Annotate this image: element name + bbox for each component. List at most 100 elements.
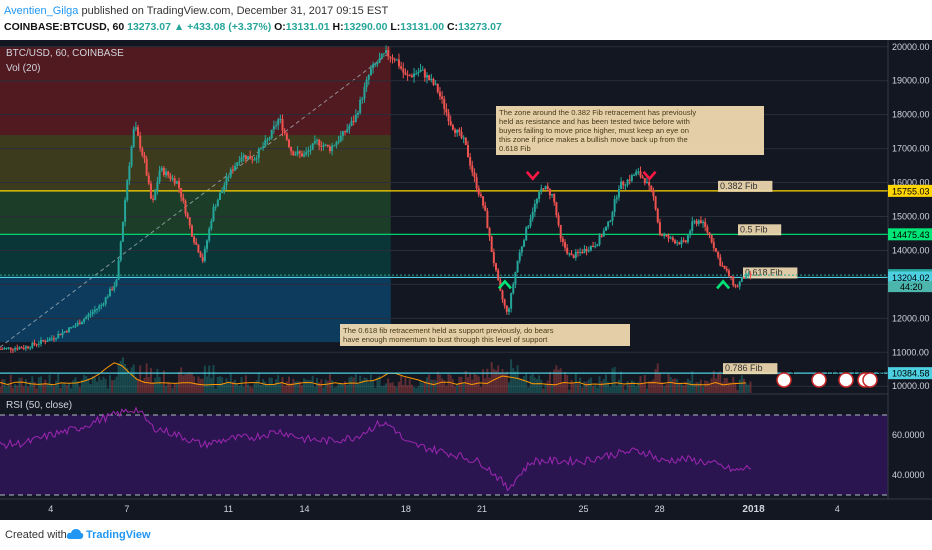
volume-bar: [359, 375, 362, 393]
event-flag-count: 15.3: [825, 368, 840, 377]
volume-bar: [686, 378, 689, 393]
volume-bar: [363, 377, 366, 393]
fib-trend-line: [0, 51, 392, 348]
candle-body: [628, 179, 631, 181]
candle-body: [454, 129, 457, 133]
volume-bar: [376, 377, 379, 393]
candle-body: [322, 145, 325, 147]
candle-body: [259, 147, 262, 149]
y-tick-label: 19000.00: [892, 76, 930, 86]
candle-body: [361, 98, 364, 100]
volume-bar: [175, 383, 178, 393]
volume-bar: [247, 384, 250, 393]
volume-bar: [14, 384, 17, 393]
volume-bar: [124, 364, 127, 393]
volume-bar: [104, 378, 107, 393]
volume-bar: [141, 380, 144, 393]
candle-body: [495, 263, 498, 270]
candle-body: [486, 210, 489, 228]
volume-bar: [132, 364, 135, 393]
volume-bar: [270, 377, 273, 393]
green-up-arrow-icon: [716, 279, 731, 290]
volume-bar: [50, 383, 53, 393]
volume-bar: [290, 383, 293, 393]
price-label-bg: [888, 228, 932, 241]
volume-bar: [736, 389, 739, 393]
author-link[interactable]: Aventien_Gilga: [4, 5, 79, 17]
candle-body: [438, 92, 441, 97]
price-label: 14475.43: [892, 230, 930, 240]
volume-bar: [712, 370, 715, 393]
volume-bar: [214, 388, 217, 393]
candle-body: [676, 242, 679, 244]
candle-body: [33, 342, 36, 345]
fib-zone: [0, 190, 391, 235]
volume-bar: [637, 381, 640, 393]
volume-bar: [548, 371, 551, 393]
candle-body: [721, 265, 724, 267]
volume-bar: [551, 384, 554, 393]
volume-bar: [378, 376, 381, 393]
volume-bar: [311, 375, 314, 393]
volume-bar: [70, 388, 73, 393]
volume-bar: [749, 381, 752, 393]
candle-body: [691, 221, 694, 232]
volume-bar: [667, 374, 670, 393]
volume-bar: [298, 381, 301, 393]
volume-bar: [542, 388, 545, 393]
candle-body: [42, 339, 45, 341]
volume-bar: [699, 379, 702, 393]
candle-body: [389, 56, 392, 58]
volume-bar: [441, 378, 444, 393]
volume-bar: [292, 378, 295, 393]
candle-body: [35, 344, 38, 346]
candle-body: [16, 348, 19, 350]
candle-body: [749, 273, 752, 276]
candle-body: [417, 71, 420, 74]
candle-body: [740, 277, 743, 282]
volume-bar: [85, 376, 88, 393]
volume-bar: [339, 382, 342, 393]
volume-bar: [253, 383, 256, 393]
candle-body: [70, 327, 73, 329]
candle-body: [518, 252, 521, 261]
volume-bar: [482, 369, 485, 393]
x-tick-label: 4: [48, 504, 53, 514]
volume-bar: [406, 385, 409, 393]
volume-bar: [495, 370, 498, 393]
volume-bar: [531, 372, 534, 393]
candle-body: [686, 235, 689, 243]
candle-body: [91, 311, 94, 314]
countdown-bg: [888, 281, 932, 293]
volume-bar: [372, 381, 375, 393]
candle-body: [462, 137, 465, 139]
volume-bar: [300, 385, 303, 393]
volume-bar: [313, 386, 316, 393]
candle-body: [216, 199, 219, 207]
candle-body: [333, 145, 336, 147]
candle-body: [473, 172, 476, 178]
candle-body: [466, 145, 469, 158]
volume-bar: [456, 384, 459, 393]
chart-canvas[interactable]: 0.382 Fib 0.5 Fib 0.618 Fib 0.786 Fib 3 15.3 1…: [0, 40, 932, 520]
candle-body: [581, 251, 584, 253]
candle-body: [387, 50, 390, 57]
candle-body: [385, 50, 388, 54]
tradingview-link[interactable]: TradingView: [86, 529, 151, 541]
candle-body: [231, 169, 234, 171]
x-tick-label: 28: [655, 504, 665, 514]
volume-bar: [277, 375, 280, 393]
event-flag-icon: [811, 372, 827, 388]
candle-body: [611, 212, 614, 221]
candle-body: [372, 64, 375, 69]
volume-bar: [426, 377, 429, 393]
candle-body: [173, 178, 176, 184]
volume-bar: [1, 379, 4, 393]
y-tick-label: 12000.00: [892, 313, 930, 323]
candle-body: [326, 144, 329, 147]
candle-body: [320, 145, 323, 147]
candle-body: [482, 196, 485, 206]
candle-body: [397, 59, 400, 67]
candle-body: [48, 338, 51, 341]
candle-body: [505, 305, 508, 312]
